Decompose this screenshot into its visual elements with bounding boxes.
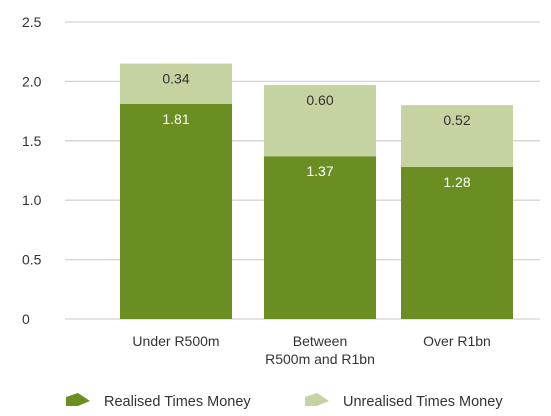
y-tick-label: 0: [22, 311, 30, 327]
y-tick-label: 0.5: [22, 252, 42, 268]
data-label: 0.60: [306, 92, 333, 108]
data-label: 0.52: [443, 112, 470, 128]
legend: Realised Times Money Unrealised Times Mon…: [66, 393, 503, 410]
bar-segment-unrealised: [264, 84, 376, 157]
legend-swatch: [305, 393, 329, 406]
data-label: 1.81: [162, 111, 189, 127]
data-label: 1.37: [306, 163, 333, 179]
y-tick-label: 2.0: [22, 73, 42, 89]
bar-segment-unrealised: [401, 105, 513, 167]
x-tick-label: R500m and R1bn: [265, 351, 375, 367]
bar-segment-unrealised: [120, 63, 232, 104]
bar-segment-realised: [401, 166, 513, 319]
y-axis-ticks: 0 0.5 1.0 1.5 2.0 2.5: [22, 14, 42, 327]
x-tick-label: Between: [293, 333, 347, 349]
y-tick-label: 1.5: [22, 133, 42, 149]
data-label: 1.28: [443, 174, 470, 190]
bars: [120, 63, 513, 319]
y-tick-label: 2.5: [22, 14, 42, 30]
legend-label: Unrealised Times Money: [343, 394, 503, 410]
legend-swatch: [66, 393, 90, 406]
x-tick-label: Under R500m: [132, 333, 219, 349]
data-label: 0.34: [162, 71, 189, 87]
y-tick-label: 1.0: [22, 192, 42, 208]
bar-segment-realised: [120, 103, 232, 319]
data-labels: 1.81 0.34 1.37 0.60 1.28 0.52: [162, 71, 470, 190]
legend-label: Realised Times Money: [104, 394, 251, 410]
x-axis-ticks: Under R500m Between R500m and R1bn Over R1b…: [132, 333, 490, 367]
x-tick-label: Over R1bn: [423, 333, 491, 349]
bar-segment-realised: [264, 156, 376, 319]
